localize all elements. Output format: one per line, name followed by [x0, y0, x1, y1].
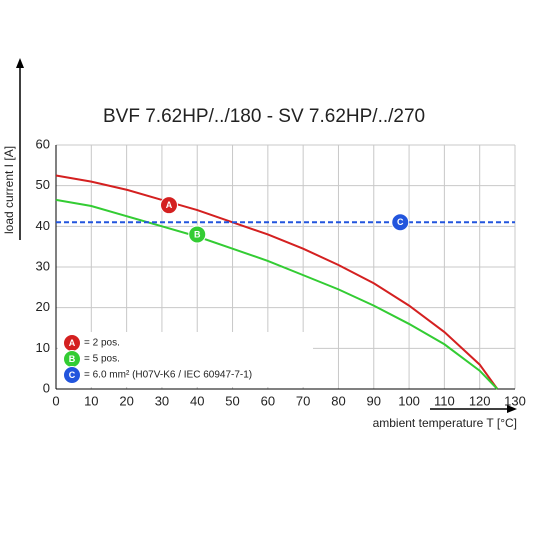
x-tick-label: 120 [469, 393, 491, 408]
x-tick-label: 30 [155, 393, 169, 408]
x-tick-label: 80 [331, 393, 345, 408]
legend-box [58, 332, 313, 387]
y-tick-label: 0 [43, 380, 50, 395]
marker-label: C [69, 370, 76, 380]
x-tick-label: 110 [434, 393, 455, 408]
x-tick-label: 20 [119, 393, 133, 408]
x-tick-label: 0 [52, 393, 59, 408]
marker-label: A [166, 200, 173, 210]
x-tick-label: 100 [398, 393, 420, 408]
x-tick-label: 10 [84, 393, 98, 408]
y-tick-label: 20 [36, 299, 50, 314]
y-arrow-head [16, 58, 24, 68]
marker-label: B [194, 229, 201, 239]
marker [159, 196, 178, 215]
x-axis-title: ambient temperature T [°C] [373, 416, 517, 430]
y-tick-label: 50 [36, 177, 50, 192]
x-tick-label: 130 [504, 393, 526, 408]
x-tick-label: 60 [261, 393, 275, 408]
x-tick-label: 90 [367, 393, 381, 408]
marker [188, 225, 207, 244]
legend-label: = 6.0 mm² (H07V-K6 / IEC 60947-7-1) [84, 370, 252, 381]
x-arrow-head [507, 405, 517, 413]
marker [63, 366, 81, 384]
x-tick-label: 40 [190, 393, 204, 408]
x-tick-label: 50 [225, 393, 239, 408]
y-tick-label: 40 [36, 218, 50, 233]
y-axis-title: load current I [A] [2, 146, 16, 234]
legend-label: = 2 pos. [84, 338, 120, 349]
y-tick-label: 60 [36, 136, 50, 151]
y-tick-label: 30 [36, 258, 50, 273]
legend-label: = 5 pos. [84, 354, 120, 365]
series-line [55, 198, 499, 390]
marker [391, 213, 410, 232]
series-line [55, 174, 499, 390]
x-tick-label: 70 [296, 393, 310, 408]
y-tick-label: 10 [36, 340, 50, 355]
marker-label: B [69, 354, 76, 364]
marker-label: C [397, 217, 404, 227]
chart-title: BVF 7.62HP/../180 - SV 7.62HP/../270 [103, 106, 425, 127]
marker-label: A [69, 338, 76, 348]
